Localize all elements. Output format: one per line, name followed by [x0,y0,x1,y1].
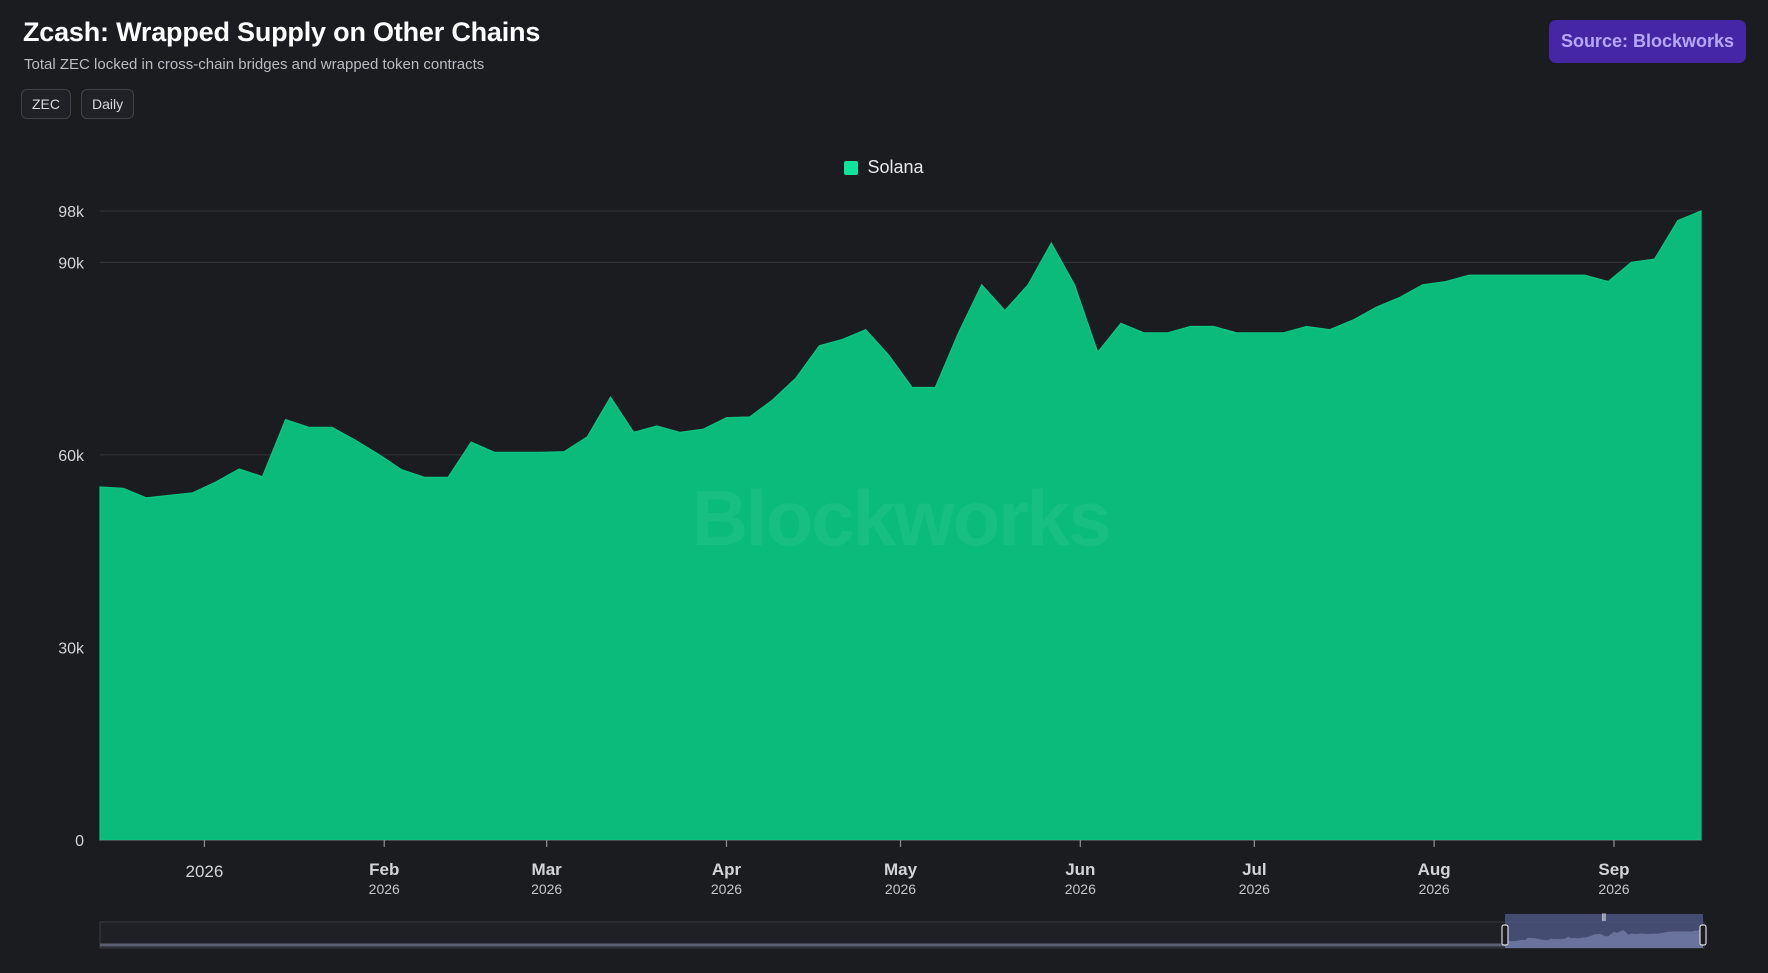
navigator-handle-left[interactable] [1501,924,1509,946]
x-tick-year-label: 2026 [1065,881,1096,897]
x-tick-label: Apr [712,860,742,879]
filter-chips: ZEC Daily [21,89,135,119]
watermark: Blockworks [692,474,1110,562]
navigator-mini-area [1505,928,1703,948]
x-tick-year-label: 2026 [885,881,916,897]
y-tick-label: 0 [75,833,84,850]
y-tick-label: 98k [58,204,85,221]
x-tick-year-label: 2026 [711,881,742,897]
source-button[interactable]: Source: Blockworks [1548,20,1746,63]
x-tick-label: 2026 [185,862,223,881]
chip-interval[interactable]: Daily [81,89,135,119]
x-tick-label: Jun [1065,860,1095,879]
x-tick-label: Mar [532,860,563,879]
x-tick-label: May [884,860,918,879]
y-tick-label: 30k [58,640,85,657]
series-area-solana[interactable] [99,210,1702,841]
x-tick-year-label: 2026 [531,881,562,897]
legend: Solana [0,157,1768,178]
x-tick-label: Feb [369,860,399,879]
navigator-handle-right[interactable] [1699,924,1707,946]
legend-label-solana[interactable]: Solana [867,157,924,177]
x-tick-year-label: 2026 [1598,881,1629,897]
y-tick-label: 90k [58,255,85,272]
x-tick-year-label: 2026 [1419,881,1450,897]
chip-asset[interactable]: ZEC [21,89,71,119]
navigator-drag-grip[interactable]: ⦀ [1602,913,1606,924]
x-tick-year-label: 2026 [369,881,400,897]
y-tick-label: 60k [58,448,85,465]
x-tick-label: Sep [1598,860,1629,879]
legend-swatch-solana[interactable] [844,160,859,175]
chart-title: Zcash: Wrapped Supply on Other Chains [23,17,541,47]
x-tick-label: Aug [1418,860,1451,879]
x-tick-label: Jul [1242,860,1267,879]
chart-subtitle: Total ZEC locked in cross-chain bridges … [24,56,485,73]
x-tick-year-label: 2026 [1239,881,1270,897]
